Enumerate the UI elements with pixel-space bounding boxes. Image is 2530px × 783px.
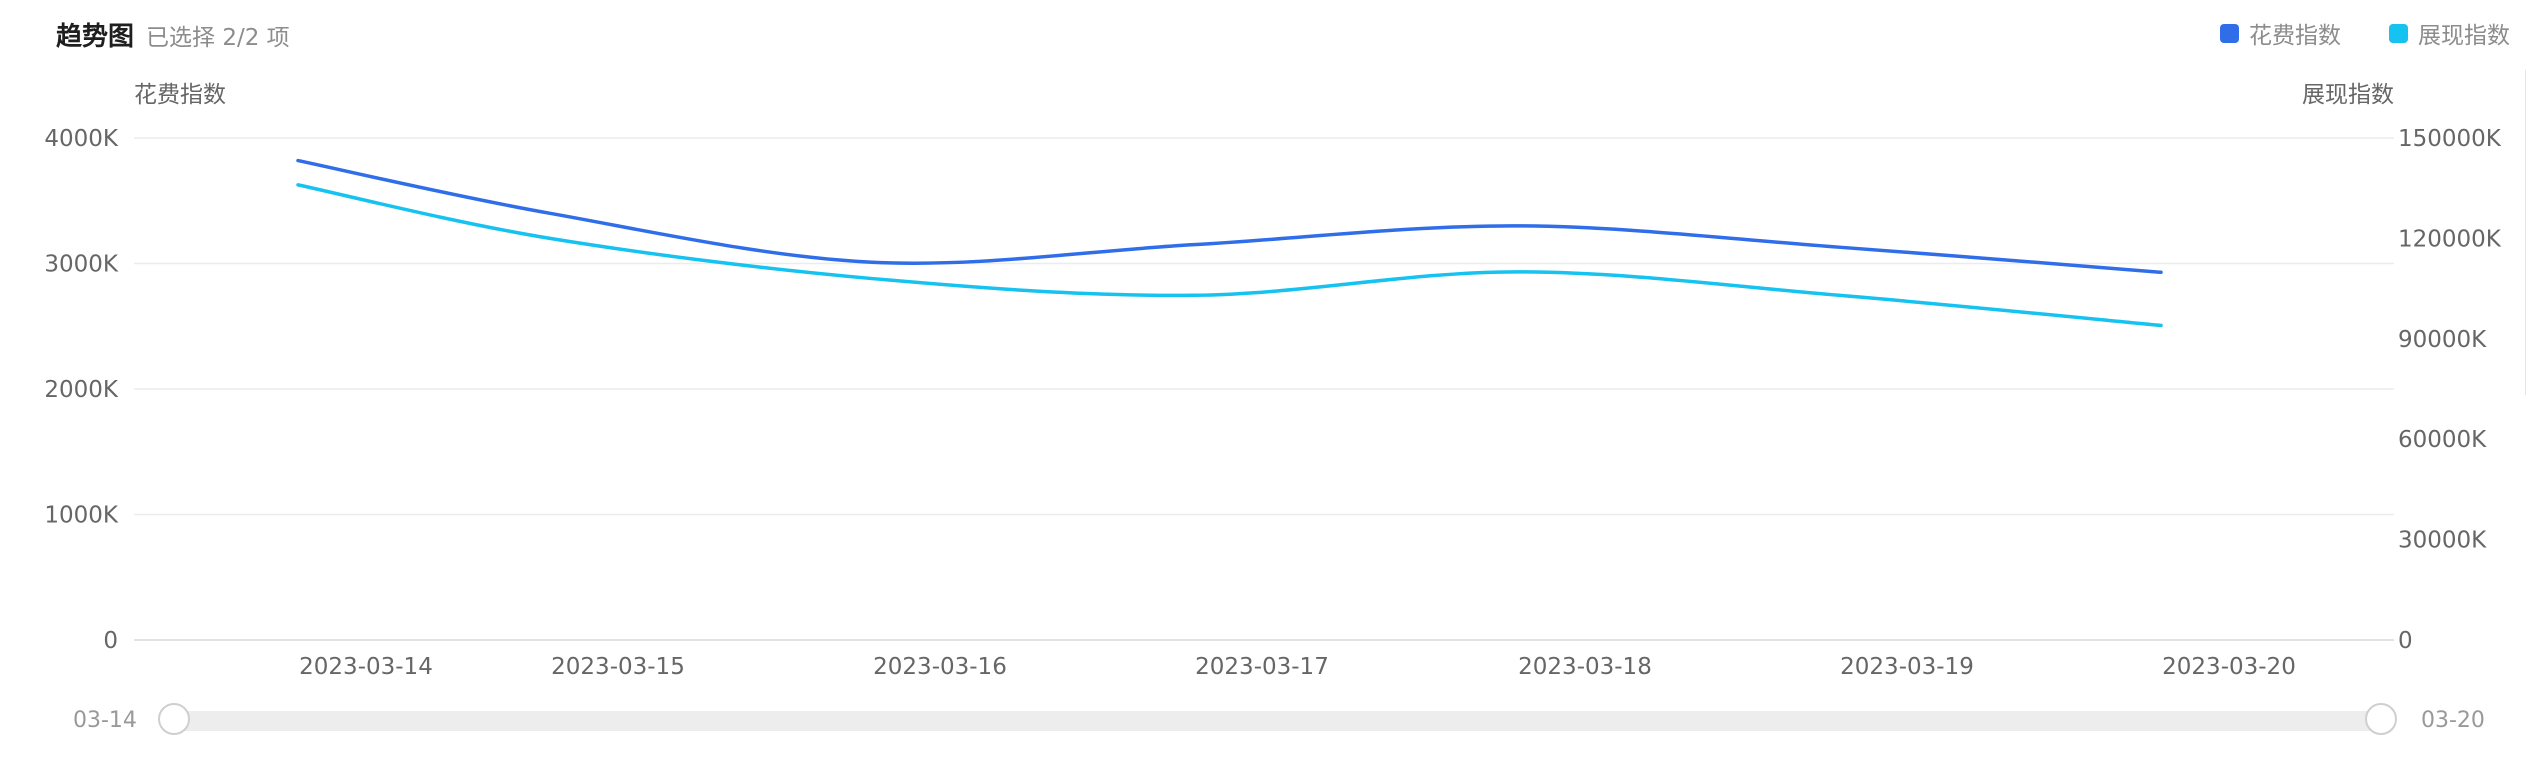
series-line-0	[296, 158, 2163, 275]
legend-swatch-impression	[2389, 23, 2408, 43]
series-lines	[296, 158, 2163, 328]
x-axis: 2023-03-14 2023-03-15 2023-03-16 2023-03-17…	[299, 654, 2296, 680]
x-tick-label: 2023-03-18	[1518, 654, 1652, 680]
x-tick-label: 2023-03-20	[2162, 654, 2296, 680]
legend-swatch-spend	[2220, 23, 2239, 43]
series-line-1	[296, 183, 2163, 328]
x-tick-label: 2023-03-16	[873, 654, 1007, 680]
selection-count: 已选择 2/2 项	[146, 25, 290, 51]
x-tick-label: 2023-03-19	[1840, 654, 1974, 680]
x-tick-label: 2023-03-17	[1195, 654, 1329, 680]
legend-label-spend: 花费指数	[2249, 23, 2341, 49]
y-left-tick-label: 1000K	[44, 503, 119, 529]
y-axis-left: 0 1000K 2000K 3000K 4000K	[44, 126, 119, 654]
legend-item-impression[interactable]: 展现指数	[2389, 16, 2510, 50]
legend-item-spend[interactable]: 花费指数	[2220, 16, 2341, 50]
legend: 花费指数 展现指数	[2220, 16, 2510, 50]
y-axis-right: 0 30000K 60000K 90000K 120000K 150000K	[2398, 126, 2502, 654]
y-right-tick-label: 150000K	[2398, 126, 2502, 152]
chart-title: 趋势图	[56, 22, 135, 52]
y-left-tick-label: 4000K	[44, 126, 119, 152]
legend-label-impression: 展现指数	[2418, 23, 2510, 49]
range-slider-start-handle[interactable]	[158, 703, 190, 735]
y-left-tick-label: 3000K	[44, 252, 119, 278]
y-left-tick-label: 0	[103, 628, 118, 654]
chart-header: 趋势图 已选择 2/2 项	[56, 16, 290, 53]
y-right-tick-label: 90000K	[2398, 327, 2487, 353]
range-end-label: 03-20	[2421, 708, 2485, 733]
x-tick-label: 2023-03-14	[299, 654, 433, 680]
y-right-tick-label: 120000K	[2398, 226, 2502, 252]
gridlines	[134, 137, 2394, 641]
x-tick-label: 2023-03-15	[551, 654, 685, 680]
panel-edge	[2525, 70, 2530, 395]
y-left-tick-label: 2000K	[44, 377, 119, 403]
y-right-tick-label: 30000K	[2398, 528, 2487, 554]
y-right-tick-label: 60000K	[2398, 427, 2487, 453]
range-slider-track[interactable]	[173, 711, 2379, 731]
y-right-tick-label: 0	[2398, 628, 2413, 654]
range-slider-end-handle[interactable]	[2365, 703, 2397, 735]
range-start-label: 03-14	[73, 708, 137, 733]
y-axis-left-title: 花费指数	[134, 82, 226, 108]
y-axis-right-title: 展现指数	[2302, 82, 2394, 108]
